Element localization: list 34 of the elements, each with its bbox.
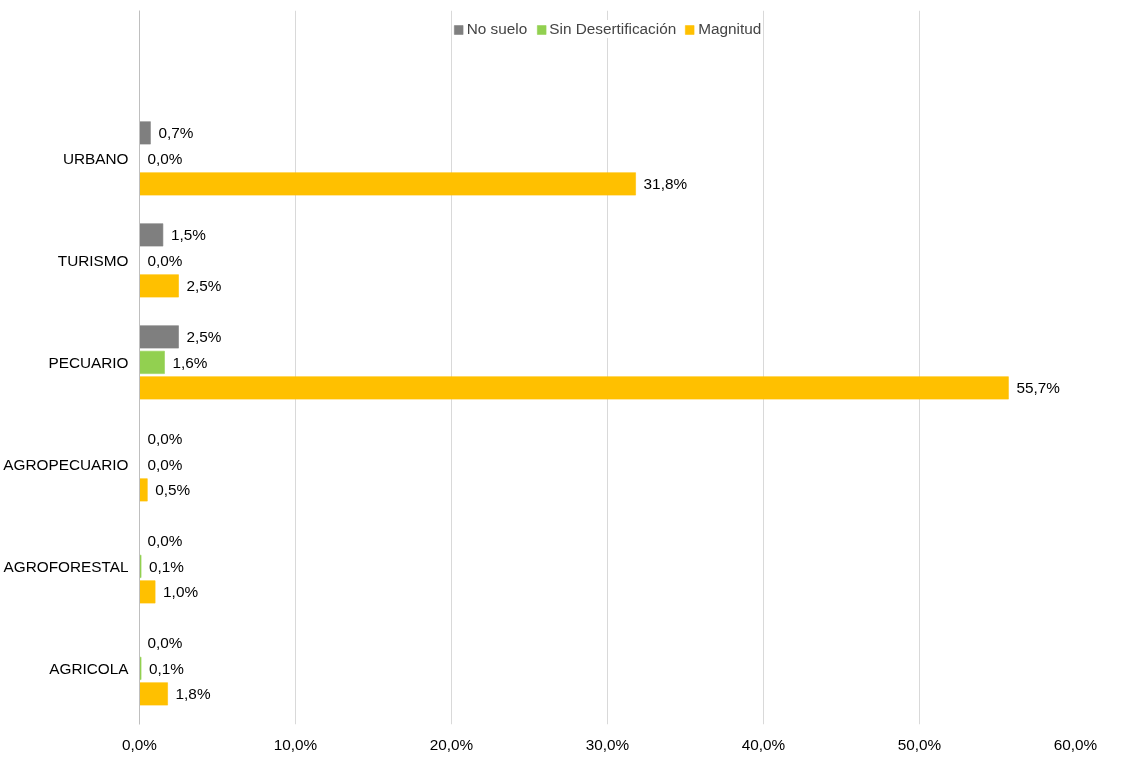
data-label: 0,0% [147,149,183,167]
legend-label: Sin Desertificación [549,20,677,38]
x-tick-label: 0,0% [122,735,158,753]
data-label: 31,8% [643,175,688,193]
data-label: 0,0% [147,634,183,652]
x-tick-label: 10,0% [273,735,318,753]
data-label: 0,1% [149,659,185,677]
x-tick-label: 20,0% [429,735,474,753]
x-tick-label: 40,0% [741,735,786,753]
data-label: 2,5% [186,328,222,346]
data-label: 0,0% [147,455,183,473]
data-label: 0,5% [155,481,191,499]
data-label: 1,0% [163,583,199,601]
data-label: 1,5% [170,226,207,244]
data-label: 0,7% [158,124,194,142]
data-label: 1,8% [175,685,211,703]
y-tick-label: AGRICOLA [49,659,130,677]
x-tick-label: 60,0% [1053,735,1098,753]
data-label: 0,1% [149,557,185,575]
data-label: 1,6% [172,353,208,371]
x-tick-label: 50,0% [897,735,942,753]
data-label: 2,5% [186,277,222,295]
y-tick-label: URBANO [62,149,129,167]
legend-label: Magnitud [698,20,762,38]
y-tick-label: TURISMO [57,251,129,269]
data-label: 0,0% [147,430,183,448]
x-tick-label: 30,0% [585,735,630,753]
data-label: 55,7% [1016,379,1061,397]
legend-label: No suelo [466,20,528,38]
y-tick-label: AGROFORESTAL [3,557,129,575]
data-label: 0,0% [147,532,183,550]
y-tick-label: PECUARIO [48,353,129,371]
y-tick-label: AGROPECUARIO [3,455,129,473]
data-label: 0,0% [147,251,183,269]
